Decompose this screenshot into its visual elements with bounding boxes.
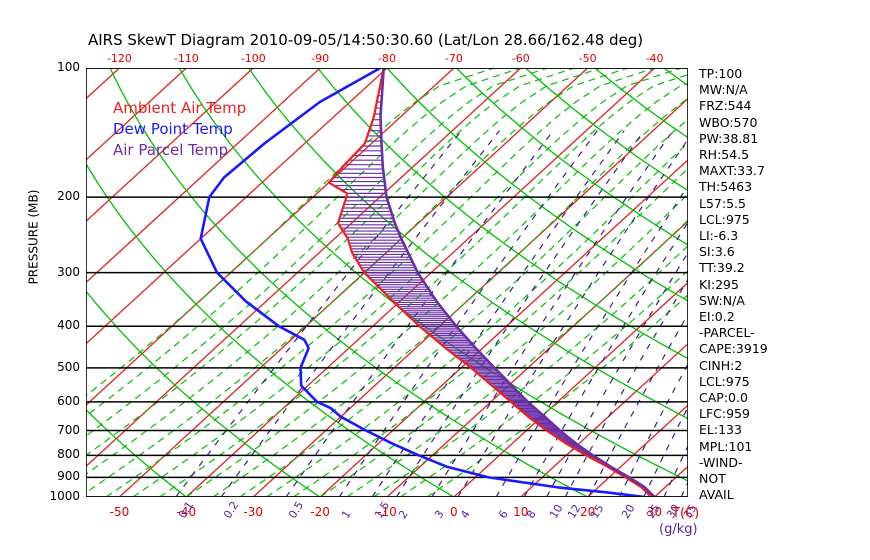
pressure-tick: 300: [57, 264, 80, 279]
sounding-indices-panel: TP:100 MW:N/A FRZ:544 WBO:570 PW:38.81 RH:54.…: [699, 66, 864, 503]
bottom-temp-tick: -50: [109, 505, 130, 519]
pressure-axis: 100 200 300 400 500 600 700 800 900 1000: [0, 0, 86, 560]
index-line: CAPE:3919: [699, 341, 768, 357]
index-line: TH:5463: [699, 179, 753, 195]
index-line: MAXT:33.7: [699, 163, 765, 179]
page-title: AIRS SkewT Diagram 2010-09-05/14:50:30.6…: [88, 31, 644, 49]
bottom-temp-tick: 10: [513, 505, 529, 519]
legend-item-parcel: Air Parcel Temp: [113, 141, 229, 159]
pressure-tick: 200: [57, 189, 80, 204]
index-line: SI:3.6: [699, 244, 735, 260]
index-line: RH:54.5: [699, 147, 750, 163]
bottom-temp-tick: 0: [450, 505, 458, 519]
index-line: EL:133: [699, 422, 742, 438]
index-line: -PARCEL-: [699, 325, 755, 341]
index-line: TT:39.2: [699, 260, 745, 276]
index-line: CAP:0.0: [699, 390, 748, 406]
mixing-ratio-tick: 0.1: [175, 499, 197, 521]
index-line: FRZ:544: [699, 98, 752, 114]
bottom-temp-tick: -30: [243, 505, 264, 519]
top-temp-tick: -70: [444, 52, 463, 65]
index-line: SW:N/A: [699, 292, 745, 308]
pressure-tick: 700: [57, 422, 80, 437]
bottom-temperature-axis: -50 -40 -30 -20 -10 0 10 20 30: [0, 505, 870, 523]
index-line: LCL:975: [699, 373, 750, 389]
top-temp-tick: -100: [240, 52, 266, 65]
pressure-tick: 500: [57, 359, 80, 374]
top-temp-tick: -60: [511, 52, 530, 65]
x-axis-label-temperature: T(C): [672, 506, 700, 521]
top-temp-tick: -90: [311, 52, 330, 65]
pressure-tick: 1000: [49, 489, 80, 503]
top-temp-tick: -40: [645, 52, 664, 65]
index-line: LCL:975: [699, 211, 750, 227]
pressure-tick: 900: [57, 469, 80, 484]
x-axis-label-mixing-ratio: (g/kg): [659, 522, 698, 537]
legend: Ambient Air Temp Dew Point Temp Air Parc…: [113, 99, 246, 159]
bottom-temp-tick: 20: [580, 505, 596, 519]
cape-hatch-area: [329, 81, 655, 497]
index-line: LFC:959: [699, 406, 750, 422]
legend-item-ambient: Ambient Air Temp: [113, 99, 247, 117]
mixing-ratio-tick: 1.5: [372, 499, 393, 521]
index-line: PW:38.81: [699, 130, 759, 146]
pressure-tick: 400: [57, 318, 80, 333]
bottom-temp-tick: -10: [377, 505, 397, 519]
mixing-ratio-lines: [175, 130, 688, 497]
index-line: MW:N/A: [699, 82, 748, 98]
bottom-temp-tick: -20: [310, 505, 330, 519]
index-line: TP:100: [699, 66, 743, 81]
top-temperature-axis: -120 -110 -100 -90 -80 -70 -60 -50 -40: [0, 52, 870, 68]
index-line: MPL:101: [699, 438, 753, 454]
pressure-tick: 100: [57, 60, 80, 74]
pressure-tick: 800: [57, 447, 80, 462]
index-line: NOT: [699, 471, 726, 487]
skewt-plot-area[interactable]: [86, 68, 688, 497]
index-line: L57:5.5: [699, 195, 746, 211]
index-line: AVAIL: [699, 487, 734, 503]
index-line: WBO:570: [699, 114, 758, 130]
bottom-temp-tick: 30: [646, 505, 663, 519]
mixing-ratio-tick: 0.2: [221, 499, 242, 521]
pressure-tick: 600: [57, 393, 80, 408]
index-line: CINH:2: [699, 357, 743, 373]
top-temp-tick: -80: [378, 52, 396, 65]
index-line: KI:295: [699, 276, 739, 292]
top-temp-tick: -50: [578, 52, 597, 65]
sounding-curves: [199, 68, 656, 497]
top-temp-tick: -120: [106, 52, 132, 65]
legend-item-dewpoint: Dew Point Temp: [113, 120, 233, 138]
index-line: -WIND-: [699, 454, 743, 470]
mixing-ratio-axis: 0.1 0.2 0.5 1 1.5 2 3 4 6 8 10 12 15 20 25 30 35: [0, 499, 870, 552]
mixing-ratio-tick: 0.5: [286, 499, 307, 521]
index-line: LI:-6.3: [699, 228, 739, 244]
index-line: EI:0.2: [699, 309, 735, 325]
bottom-temp-tick: -40: [176, 505, 197, 519]
top-temp-tick: -110: [173, 52, 199, 65]
